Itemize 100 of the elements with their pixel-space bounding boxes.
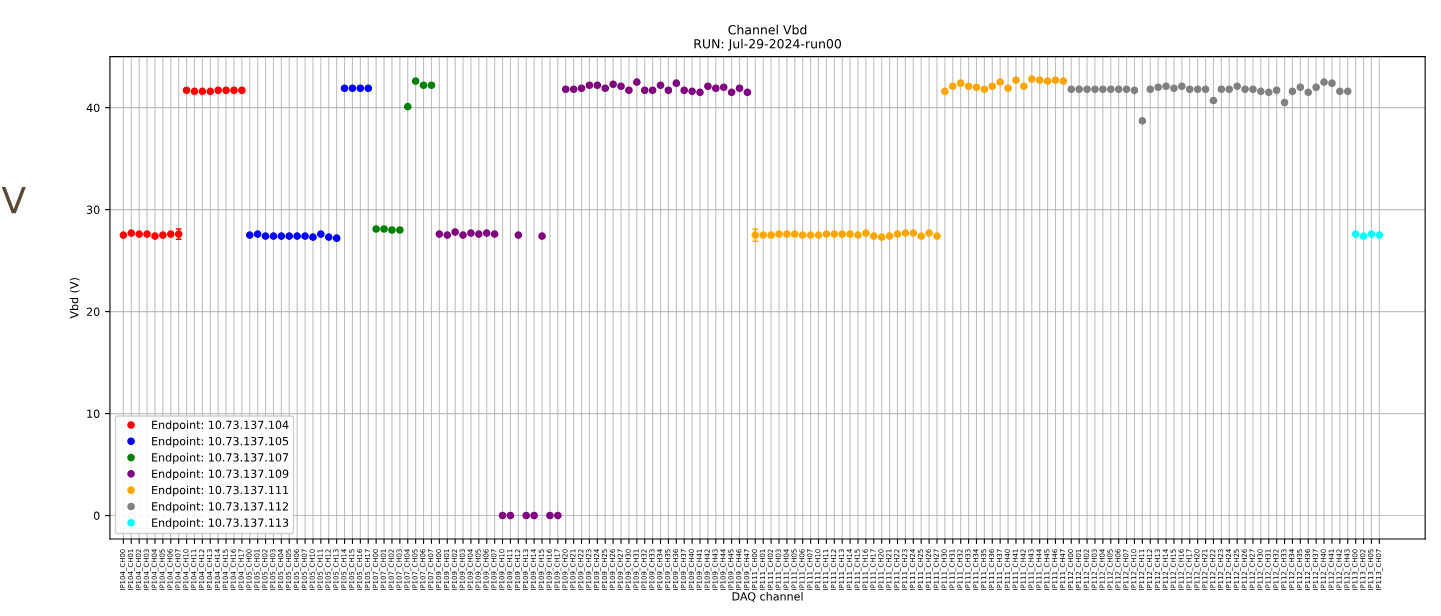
- point: [1106, 85, 1115, 94]
- point: [1257, 87, 1265, 96]
- y-tick-label: 30: [86, 205, 100, 215]
- point: [656, 81, 665, 90]
- point: [1359, 232, 1368, 240]
- point: [1193, 85, 1202, 94]
- point: [554, 511, 562, 520]
- point: [593, 81, 602, 90]
- point: [585, 81, 594, 90]
- point: [222, 86, 230, 95]
- point: [245, 231, 254, 239]
- point: [269, 232, 278, 240]
- point: [530, 511, 538, 520]
- point: [1320, 78, 1328, 86]
- point: [443, 231, 452, 239]
- point: [1146, 85, 1155, 94]
- point: [522, 511, 531, 520]
- point: [372, 225, 380, 233]
- point: [1020, 82, 1028, 91]
- point: [988, 82, 997, 91]
- point: [1170, 84, 1178, 93]
- point: [711, 84, 720, 93]
- y-tick-label: 20: [86, 307, 100, 316]
- y-axis-title: Vbd (V): [69, 278, 80, 319]
- point: [664, 86, 673, 95]
- point: [1312, 83, 1320, 92]
- point: [1091, 85, 1099, 94]
- point: [640, 86, 649, 95]
- point: [1288, 87, 1297, 96]
- point: [1122, 85, 1131, 94]
- y-tick-label: 10: [87, 409, 100, 418]
- point: [1114, 85, 1123, 94]
- point: [704, 82, 712, 91]
- point: [482, 229, 491, 237]
- point: [467, 229, 475, 237]
- point: [743, 88, 752, 97]
- point: [514, 231, 523, 239]
- point: [340, 84, 349, 93]
- point: [956, 79, 965, 88]
- point: [388, 226, 396, 234]
- point: [601, 84, 610, 93]
- point: [980, 85, 989, 94]
- point: [348, 84, 357, 93]
- point: [632, 78, 641, 86]
- point: [1178, 82, 1186, 91]
- point: [569, 85, 578, 94]
- point: [561, 85, 570, 94]
- point: [324, 233, 333, 241]
- point: [1249, 85, 1257, 94]
- point: [1241, 85, 1249, 94]
- legend-label: Endpoint: 10.73.137.107: [152, 453, 289, 464]
- point: [285, 232, 294, 240]
- point: [1367, 230, 1376, 238]
- point: [648, 86, 657, 95]
- point: [182, 86, 191, 95]
- point: [972, 83, 981, 92]
- point: [538, 232, 546, 240]
- point: [625, 86, 633, 95]
- point: [1083, 85, 1091, 94]
- point: [696, 88, 704, 97]
- point: [459, 231, 467, 239]
- point: [617, 82, 625, 91]
- y-tick-label: 40: [86, 103, 100, 113]
- point: [727, 88, 736, 97]
- legend-label: Endpoint: 10.73.137.105: [152, 436, 289, 448]
- point: [1280, 98, 1289, 107]
- point: [1233, 82, 1241, 91]
- point: [1328, 79, 1336, 88]
- point: [293, 232, 301, 240]
- point: [1272, 86, 1281, 95]
- point: [948, 82, 957, 91]
- point: [253, 230, 262, 238]
- point: [1336, 87, 1344, 96]
- point: [577, 84, 586, 93]
- point: [214, 86, 222, 95]
- point: [735, 84, 744, 93]
- point: [1075, 85, 1083, 94]
- point: [1185, 85, 1194, 94]
- point: [751, 231, 760, 239]
- point: [1343, 87, 1352, 96]
- point: [1296, 83, 1305, 92]
- point: [419, 81, 428, 90]
- point: [1351, 230, 1360, 238]
- point: [546, 511, 554, 520]
- point: [1130, 86, 1139, 95]
- point: [1264, 88, 1273, 97]
- legend-label: Endpoint: 10.73.137.104: [152, 420, 289, 432]
- point: [1067, 85, 1076, 94]
- point: [1209, 96, 1218, 105]
- point: [364, 84, 373, 93]
- chart-title: Channel Vbd: [728, 24, 807, 35]
- point: [451, 228, 459, 236]
- point: [332, 234, 341, 243]
- point: [1225, 85, 1234, 94]
- point: [680, 86, 689, 95]
- point: [1162, 82, 1170, 91]
- point: [1217, 85, 1226, 94]
- point: [435, 230, 444, 238]
- point: [609, 80, 617, 89]
- point: [301, 232, 309, 240]
